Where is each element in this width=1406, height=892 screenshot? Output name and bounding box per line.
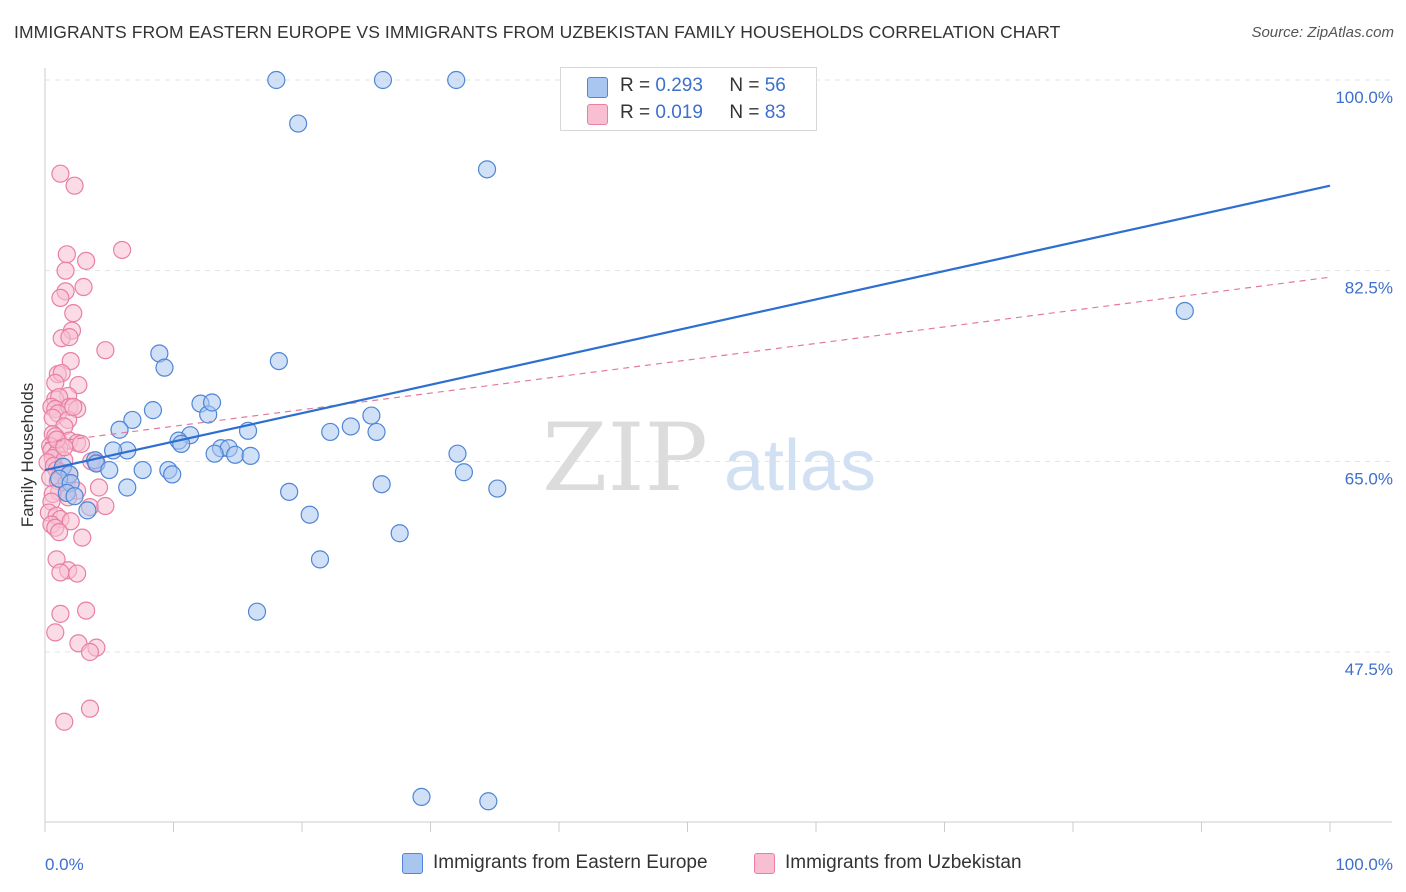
bottom-legend-label: Immigrants from Eastern Europe	[433, 852, 708, 873]
trend-lines	[44, 184, 1331, 472]
uzbekistan-point	[64, 397, 83, 416]
grid	[45, 79, 1392, 653]
eastern-europe-point	[341, 417, 360, 436]
x-tick-label-min: 0.0%	[45, 855, 84, 874]
eastern-europe-point	[310, 550, 330, 569]
y-axis-title: Family Households	[18, 383, 37, 528]
eastern-europe-point	[488, 479, 507, 498]
uzbekistan-point	[57, 245, 76, 264]
uzbekistan-point	[77, 601, 96, 620]
eastern-europe-point	[143, 401, 163, 420]
eastern-europe-trend-line	[44, 184, 1331, 472]
uzbekistan-point	[51, 563, 70, 582]
bottom-legend-swatch-blue	[402, 853, 423, 874]
eastern-europe-point	[448, 444, 467, 463]
y-tick-label: 47.5%	[1345, 660, 1393, 679]
eastern-europe-point	[479, 792, 498, 811]
x-tick-label-max: 100.0%	[1335, 855, 1393, 874]
uzbekistan-trend-line	[44, 276, 1331, 444]
eastern-europe-point	[226, 445, 245, 464]
uzbekistan-point	[96, 496, 115, 516]
chart-title: IMMIGRANTS FROM EASTERN EUROPE VS IMMIGR…	[14, 22, 1061, 42]
uzbekistan-point	[56, 261, 75, 280]
uzbekistan-point	[51, 604, 70, 623]
eastern-europe-point	[202, 393, 222, 412]
eastern-europe-point	[373, 70, 393, 90]
eastern-europe-point	[155, 358, 174, 377]
uzbekistan-point	[60, 328, 79, 347]
eastern-europe-point	[412, 787, 431, 807]
source-label: Source: ZipAtlas.com	[1251, 24, 1394, 41]
legend-r-value: 0.293	[655, 75, 703, 96]
y-tick-label: 65.0%	[1345, 469, 1393, 488]
uzbekistan-point	[73, 528, 92, 547]
eastern-europe-point	[247, 602, 267, 621]
uzbekistan-point	[55, 712, 74, 731]
eastern-europe-point	[78, 501, 97, 520]
eastern-europe-point	[110, 420, 129, 439]
uzbekistan-point	[112, 240, 132, 260]
watermark-zip: ZIP	[542, 404, 708, 513]
legend-r-label: R =	[620, 75, 651, 96]
eastern-europe-point	[300, 505, 319, 524]
uzbekistan-point	[50, 523, 69, 542]
eastern-europe-point	[123, 410, 142, 430]
uzbekistan-point	[65, 176, 84, 195]
legend-n-value: 56	[764, 75, 786, 96]
eastern-europe-point	[267, 70, 286, 90]
uzbekistan-point	[64, 304, 83, 323]
watermark: ZIP atlas	[542, 404, 876, 513]
legend-n-label: N =	[729, 75, 760, 96]
eastern-europe-point	[241, 446, 260, 465]
legend-n-label: N =	[729, 102, 760, 123]
eastern-europe-point	[280, 482, 299, 501]
eastern-europe-point	[205, 444, 224, 463]
y-tick-label: 82.5%	[1345, 279, 1393, 298]
eastern-europe-point	[133, 460, 152, 480]
legend-n-value: 83	[764, 102, 786, 123]
uzbekistan-point	[55, 438, 74, 457]
eastern-europe-point	[100, 460, 119, 480]
uzbekistan-point	[61, 512, 80, 531]
eastern-europe-point	[362, 406, 381, 425]
uzbekistan-point	[46, 623, 65, 642]
eastern-europe-point	[367, 422, 386, 442]
eastern-europe-point	[321, 422, 340, 442]
legend-swatch-pink	[587, 104, 608, 125]
eastern-europe-point	[372, 475, 391, 494]
eastern-europe-point	[163, 465, 182, 484]
bottom-legend-label: Immigrants from Uzbekistan	[785, 852, 1022, 873]
eastern-europe-point	[1175, 301, 1194, 321]
y-tick-label: 100.0%	[1335, 88, 1393, 107]
uzbekistan-point	[74, 277, 93, 297]
uzbekistan-point	[96, 341, 115, 360]
stats-legend: R = 0.293 N = 56 R = 0.019 N = 83	[560, 67, 817, 131]
eastern-europe-point	[118, 478, 137, 497]
watermark-atlas: atlas	[724, 426, 876, 506]
uzbekistan-point	[51, 164, 70, 183]
uzbekistan-point	[80, 699, 100, 718]
eastern-europe-point	[65, 487, 84, 506]
eastern-europe-point	[477, 160, 497, 179]
uzbekistan-point	[68, 564, 87, 583]
eastern-europe-point	[447, 70, 466, 90]
uzbekistan-point	[77, 251, 96, 270]
eastern-europe-point	[454, 463, 474, 482]
uzbekistan-point	[51, 288, 70, 308]
legend-r-label: R =	[620, 102, 651, 123]
axis-labels: 47.5% 65.0% 82.5% 100.0% 0.0% 100.0% Family Ho…	[18, 88, 1393, 874]
eastern-europe-point	[390, 524, 409, 543]
uzbekistan-point	[89, 478, 109, 497]
eastern-europe-point	[289, 114, 308, 133]
uzbekistan-point	[80, 642, 100, 662]
legend-r-value: 0.019	[655, 102, 703, 123]
eastern-europe-point	[269, 351, 288, 371]
legend-swatch-blue	[587, 77, 608, 98]
bottom-legend-swatch-pink	[754, 853, 775, 874]
